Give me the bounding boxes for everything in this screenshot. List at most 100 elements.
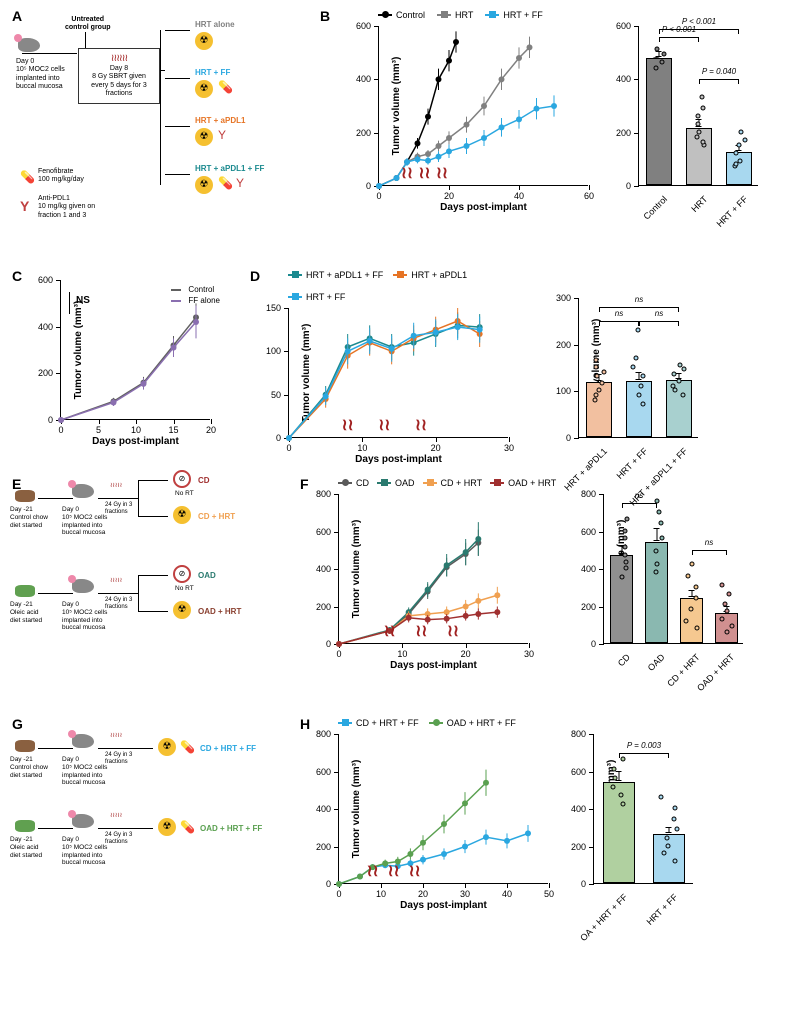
- protocol-box: ≀≀≀≀≀≀Day 88 Gy SBRT givenevery 5 days f…: [78, 48, 160, 104]
- radiation-symbol-icon: ☢: [173, 601, 191, 619]
- bar-label: OAD: [646, 652, 667, 673]
- day0-label: Day 010⁵ MOC2 cellsimplanted intobuccal …: [16, 58, 65, 92]
- radiation-icon: ≀≀≀≀≀: [110, 577, 122, 585]
- diet-label: Day -21Control chowdiet started: [10, 756, 48, 779]
- legend-label: HRT + aPDL1 + FF: [306, 270, 383, 280]
- no-rt-label: No RT: [175, 490, 194, 498]
- legend-label: CD + HRT: [441, 478, 483, 488]
- stat-label: ns: [705, 538, 713, 547]
- legend-item: CD: [338, 478, 369, 488]
- legend-label: OAD + HRT + FF: [447, 718, 516, 728]
- data-point: [600, 381, 605, 386]
- no-rt-icon: ⊘: [173, 565, 191, 583]
- arm-label: CD: [198, 476, 210, 486]
- legend-item: OAD: [377, 478, 415, 488]
- stat-bracket: [659, 37, 699, 38]
- data-point: [641, 374, 646, 379]
- panel-e: E Day -21Control chowdiet startedDay 010…: [10, 478, 290, 678]
- stat-bracket: [659, 29, 739, 30]
- data-point: [655, 498, 660, 503]
- ytick-label: 400: [616, 74, 639, 84]
- data-point: [694, 135, 699, 140]
- radiation-symbol-icon: ☢: [195, 80, 213, 98]
- xtick-label: 10: [357, 437, 367, 453]
- stat-bracket: [639, 321, 679, 322]
- data-point: [666, 843, 671, 848]
- ytick-label: 800: [571, 729, 594, 739]
- radiation-symbol-icon: ☢: [173, 506, 191, 524]
- data-point: [673, 388, 678, 393]
- pill-icon: 💊: [218, 176, 233, 190]
- data-point: [725, 629, 730, 634]
- ytick-label: 800: [581, 489, 604, 499]
- tumor-icon: [68, 810, 76, 818]
- pill-icon: 💊: [180, 740, 195, 754]
- data-point: [622, 536, 627, 541]
- legend-item: OAD + HRT + FF: [429, 718, 516, 728]
- data-point: [594, 374, 599, 379]
- data-point: [695, 626, 700, 631]
- legend-item: CD + HRT + FF: [338, 718, 419, 728]
- bar: [715, 613, 738, 643]
- stat-bracket: [599, 321, 639, 322]
- bar-label: CD: [615, 652, 631, 668]
- data-point: [636, 393, 641, 398]
- stat-label: ns: [655, 309, 663, 318]
- data-point: [660, 60, 665, 65]
- stat-label: ns: [635, 491, 643, 500]
- chow-icon: [15, 585, 35, 597]
- data-point: [672, 806, 677, 811]
- ytick-label: 400: [38, 322, 61, 332]
- ytick-label: 0: [591, 639, 604, 649]
- implant-label: Day 010⁵ MOC2 cellsimplanted intobuccal …: [62, 506, 107, 537]
- ytick-label: 100: [266, 346, 289, 356]
- radiation-icon: ≀≀≀≀≀: [110, 482, 122, 490]
- legend-item: CD + HRT: [423, 478, 483, 488]
- arm-label: CD + HRT: [198, 512, 235, 522]
- ns-label: NS: [76, 295, 90, 306]
- panel-label-c: C: [12, 268, 22, 284]
- ytick-label: 200: [571, 842, 594, 852]
- panel-g: G Day -21Control chowdiet startedDay 010…: [10, 718, 290, 888]
- data-point: [697, 129, 702, 134]
- data-point: [734, 151, 739, 156]
- data-point: [623, 566, 628, 571]
- ytick-label: 400: [571, 804, 594, 814]
- data-point: [592, 397, 597, 402]
- legend-label: HRT + aPDL1: [411, 270, 467, 280]
- ytick-label: 600: [616, 21, 639, 31]
- data-point: [681, 393, 686, 398]
- radiation-mark-icon: ≀≀: [415, 621, 427, 641]
- data-point: [726, 592, 731, 597]
- tumor-icon: [68, 480, 76, 488]
- radiation-mark-icon: ≀≀: [436, 163, 448, 183]
- ytick-label: 200: [316, 602, 339, 612]
- panel-label-f: F: [300, 476, 309, 492]
- xtick-label: 10: [397, 643, 407, 659]
- data-point: [738, 159, 743, 164]
- arm-label: HRT + aPDL1 + FF: [195, 164, 264, 174]
- radiation-mark-icon: ≀≀: [415, 415, 427, 435]
- arm-label: HRT + FF: [195, 68, 230, 78]
- bar-label: CD + HRT: [665, 652, 701, 688]
- ytick-label: 400: [316, 804, 339, 814]
- data-point: [676, 379, 681, 384]
- radiation-symbol-icon: ☢: [158, 818, 176, 836]
- ytick-label: 200: [581, 602, 604, 612]
- data-point: [722, 601, 727, 606]
- arm-label: OAD + HRT: [198, 607, 241, 617]
- xtick-label: 60: [584, 185, 594, 201]
- data-point: [638, 383, 643, 388]
- x-axis-label: Days post-implant: [390, 660, 477, 671]
- legend-label: HRT + FF: [306, 292, 345, 302]
- no-rt-icon: ⊘: [173, 470, 191, 488]
- panel-label-d: D: [250, 268, 260, 284]
- stat-bracket: [692, 550, 727, 551]
- data-point: [635, 327, 640, 332]
- legend-label: CD + HRT + FF: [356, 718, 419, 728]
- data-point: [693, 596, 698, 601]
- diet-label: Day -21Oleic aciddiet started: [10, 601, 42, 624]
- legend-label: HRT + FF: [503, 10, 542, 20]
- radiation-mark-icon: ≀≀: [409, 861, 421, 881]
- panel-a: A Day 010⁵ MOC2 cellsimplanted intobucca…: [10, 10, 310, 240]
